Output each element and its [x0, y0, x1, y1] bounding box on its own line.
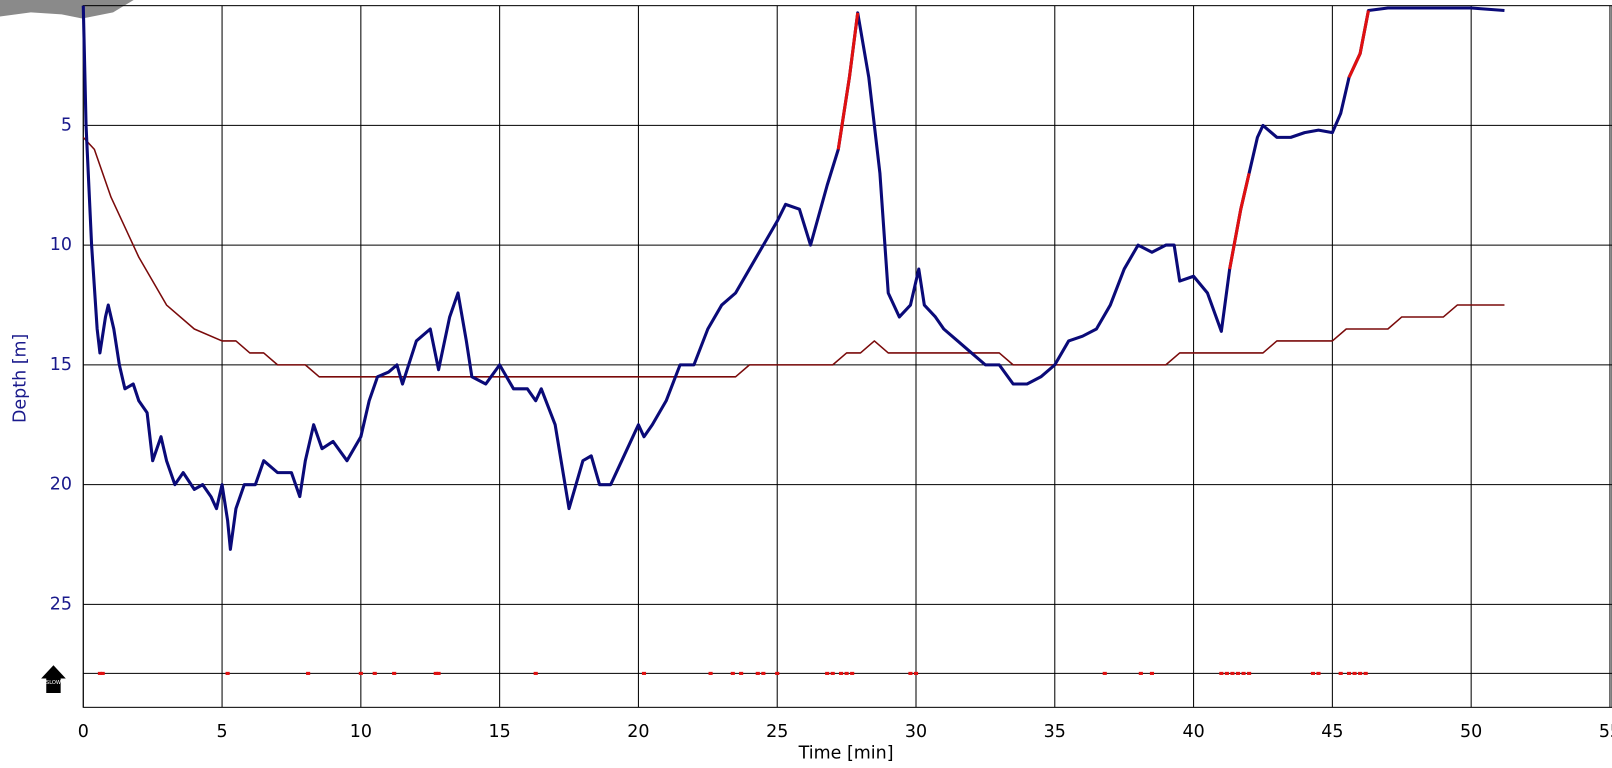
event-marker — [1230, 671, 1235, 675]
event-marker — [708, 671, 713, 675]
x-tick-label: 50 — [1460, 722, 1482, 742]
y-axis-label: Depth [m] — [11, 334, 31, 423]
x-tick-label: 35 — [1044, 722, 1066, 742]
event-marker — [641, 671, 647, 675]
plot-frame — [82, 5, 1612, 708]
event-marker — [755, 671, 760, 675]
event-marker — [372, 671, 377, 675]
event-marker — [913, 671, 919, 675]
x-tick-label: 10 — [350, 722, 372, 742]
y-tick-label: 25 — [50, 594, 72, 614]
event-marker — [1102, 671, 1107, 675]
series-line — [81, 5, 1505, 551]
event-marker — [1219, 671, 1224, 675]
x-tick-label: 40 — [1182, 722, 1204, 742]
y-tick-label: 10 — [50, 235, 72, 255]
x-tick-label: 30 — [905, 722, 927, 742]
x-tick-label: 25 — [766, 722, 788, 742]
event-marker — [436, 671, 441, 675]
event-marker — [97, 671, 102, 675]
series-line — [836, 10, 1370, 270]
event-marker — [1247, 671, 1252, 675]
x-tick-label: 0 — [78, 722, 89, 742]
event-marker — [830, 671, 835, 675]
event-marker — [1241, 671, 1246, 675]
x-tick-label: 55 — [1599, 722, 1612, 742]
event-marker — [730, 671, 735, 675]
x-tick-label: 15 — [489, 722, 511, 742]
event-marker — [1138, 671, 1143, 675]
event-marker — [306, 671, 311, 675]
corner-graphic — [0, 0, 134, 19]
event-marker — [1352, 671, 1357, 675]
event-marker — [761, 671, 766, 675]
x-tick-label: 45 — [1321, 722, 1343, 742]
event-marker — [739, 671, 744, 675]
event-marker — [433, 671, 438, 675]
event-marker — [1358, 671, 1363, 675]
event-marker — [1316, 671, 1321, 675]
series-line — [82, 136, 1505, 378]
slow-label: SLOW — [46, 680, 61, 686]
event-marker — [358, 671, 363, 675]
event-marker — [1310, 671, 1315, 675]
slow-icon: SLOW — [41, 665, 66, 693]
y-tick-label: 15 — [50, 355, 72, 375]
event-marker — [1224, 671, 1229, 675]
event-marker — [1338, 671, 1343, 675]
event-marker — [850, 671, 855, 675]
event-marker — [844, 671, 849, 675]
event-marker — [392, 671, 397, 675]
event-marker — [225, 671, 230, 675]
event-marker — [908, 671, 913, 675]
event-marker — [533, 671, 538, 675]
event-marker — [1235, 671, 1241, 675]
event-marker — [825, 671, 830, 675]
y-tick-label: 5 — [61, 115, 72, 135]
x-tick-label: 20 — [627, 722, 649, 742]
x-tick-label: 5 — [216, 722, 227, 742]
x-axis-label: Time [min] — [798, 744, 894, 764]
event-marker — [1149, 671, 1154, 675]
event-marker — [839, 671, 844, 675]
event-marker — [100, 671, 105, 675]
event-marker — [1363, 671, 1368, 675]
event-marker — [775, 671, 780, 675]
y-tick-label: 20 — [50, 475, 72, 495]
event-marker — [1346, 671, 1352, 675]
